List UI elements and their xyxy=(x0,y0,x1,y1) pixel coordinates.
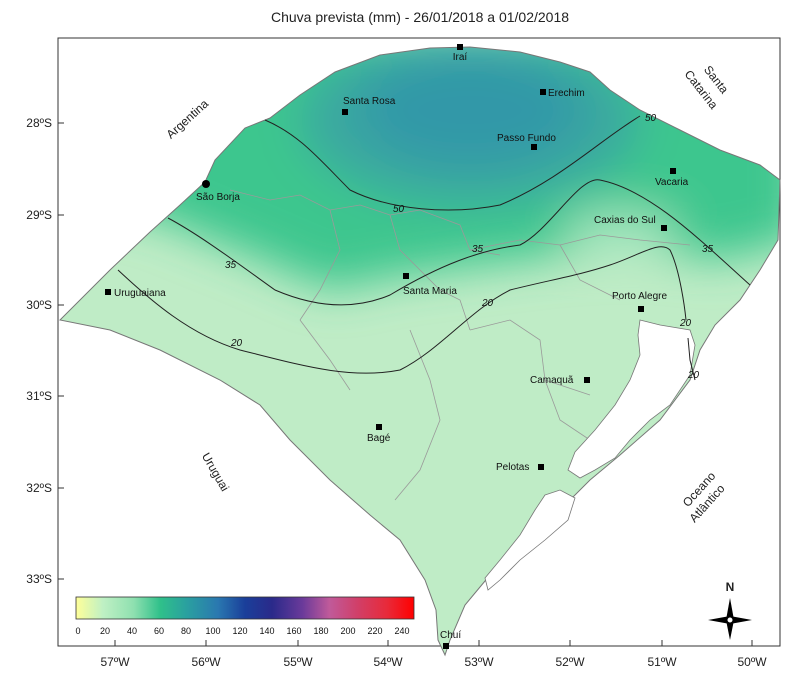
lat-tick-label: 33ºS xyxy=(26,572,52,586)
legend-tick-label: 0 xyxy=(75,626,80,636)
city-marker xyxy=(376,424,382,430)
lon-tick-label: 52ºW xyxy=(555,655,585,669)
city-label: Bagé xyxy=(367,433,391,444)
city-label: Uruguaiana xyxy=(114,288,166,299)
city-marker xyxy=(443,643,449,649)
city-marker xyxy=(403,273,409,279)
isoline-20 xyxy=(117,246,687,374)
city-marker xyxy=(531,144,537,150)
city-marker xyxy=(202,180,210,188)
city-marker xyxy=(670,168,676,174)
city-label: São Borja xyxy=(196,192,240,203)
city-label: Passo Fundo xyxy=(497,133,556,144)
lat-tick-label: 32ºS xyxy=(26,481,52,495)
cities: Iraí Erechim Santa Rosa Passo Fundo Vaca… xyxy=(105,44,689,649)
lon-tick-label: 53ºW xyxy=(464,655,494,669)
isoline-label: 50 xyxy=(393,204,405,215)
compass-center xyxy=(726,616,734,624)
isoline-label: 20 xyxy=(687,370,700,381)
north-arrow: N xyxy=(708,580,752,640)
legend-labels: 0 20 40 60 80 100 120 140 160 180 200 220 240 xyxy=(75,626,409,636)
isoline-50 xyxy=(264,115,641,211)
legend-tick-label: 120 xyxy=(232,626,247,636)
lagoa-dos-patos xyxy=(484,319,696,591)
lat-tick-label: 28ºS xyxy=(26,116,52,130)
legend-tick-label: 180 xyxy=(313,626,328,636)
city-label: Porto Alegre xyxy=(612,291,667,302)
legend-tick-label: 140 xyxy=(259,626,274,636)
isoline-label: 35 xyxy=(472,244,484,255)
state-border xyxy=(58,46,781,657)
longitude-axis: 57ºW 56ºW 55ºW 54ºW 53ºW 52ºW 51ºW 50ºW xyxy=(100,640,767,669)
lon-tick-label: 55ºW xyxy=(283,655,313,669)
legend-colorbar xyxy=(75,596,415,620)
north-label: N xyxy=(726,580,735,594)
city-label: Iraí xyxy=(453,52,468,63)
city-marker xyxy=(105,289,111,295)
city-marker xyxy=(538,464,544,470)
lat-tick-label: 31ºS xyxy=(26,389,52,403)
city-marker xyxy=(342,109,348,115)
city-marker xyxy=(661,225,667,231)
city-marker xyxy=(638,306,644,312)
legend-tick-label: 40 xyxy=(127,626,137,636)
isoline-35 xyxy=(167,179,751,306)
legend-tick-label: 80 xyxy=(181,626,191,636)
city-marker xyxy=(540,89,546,95)
isoline-label: 20 xyxy=(679,318,692,329)
lat-tick-label: 30ºS xyxy=(26,298,52,312)
city-label: Erechim xyxy=(548,88,585,99)
city-label: Vacaria xyxy=(655,177,689,188)
legend-tick-label: 100 xyxy=(205,626,220,636)
city-marker xyxy=(457,44,463,50)
city-label: Caxias do Sul xyxy=(594,215,656,226)
city-label: Santa Rosa xyxy=(343,96,396,107)
isoline-label: 20 xyxy=(230,338,243,349)
legend-tick-label: 240 xyxy=(394,626,409,636)
lon-tick-label: 57ºW xyxy=(100,655,130,669)
isoline-labels: 50 50 35 35 35 20 20 20 20 xyxy=(225,113,714,381)
lon-tick-label: 54ºW xyxy=(373,655,403,669)
isoline-label: 20 xyxy=(481,298,494,309)
city-label: Santa Maria xyxy=(403,286,457,297)
isoline-label: 35 xyxy=(702,244,714,255)
legend-tick-label: 60 xyxy=(154,626,164,636)
isoline-label: 50 xyxy=(645,113,657,124)
color-legend: 0 20 40 60 80 100 120 140 160 180 200 220 240 xyxy=(75,596,415,636)
lon-tick-label: 50ºW xyxy=(737,655,767,669)
map-title: Chuva prevista (mm) - 26/01/2018 a 01/02… xyxy=(271,9,569,25)
legend-tick-label: 220 xyxy=(367,626,382,636)
lon-tick-label: 56ºW xyxy=(191,655,221,669)
city-label: Camaquã xyxy=(530,375,574,386)
latitude-axis: 28ºS 29ºS 30ºS 31ºS 32ºS 33ºS xyxy=(26,116,64,586)
legend-tick-label: 160 xyxy=(286,626,301,636)
city-label: Pelotas xyxy=(496,462,529,473)
region-boundaries xyxy=(229,189,691,501)
legend-tick-label: 200 xyxy=(340,626,355,636)
city-label: Chuí xyxy=(440,630,461,641)
legend-tick-label: 20 xyxy=(100,626,110,636)
isolines xyxy=(117,115,751,381)
city-marker xyxy=(584,377,590,383)
lon-tick-label: 51ºW xyxy=(647,655,677,669)
isoline-20 xyxy=(687,337,696,381)
isoline-label: 35 xyxy=(225,260,237,271)
lat-tick-label: 29ºS xyxy=(26,208,52,222)
